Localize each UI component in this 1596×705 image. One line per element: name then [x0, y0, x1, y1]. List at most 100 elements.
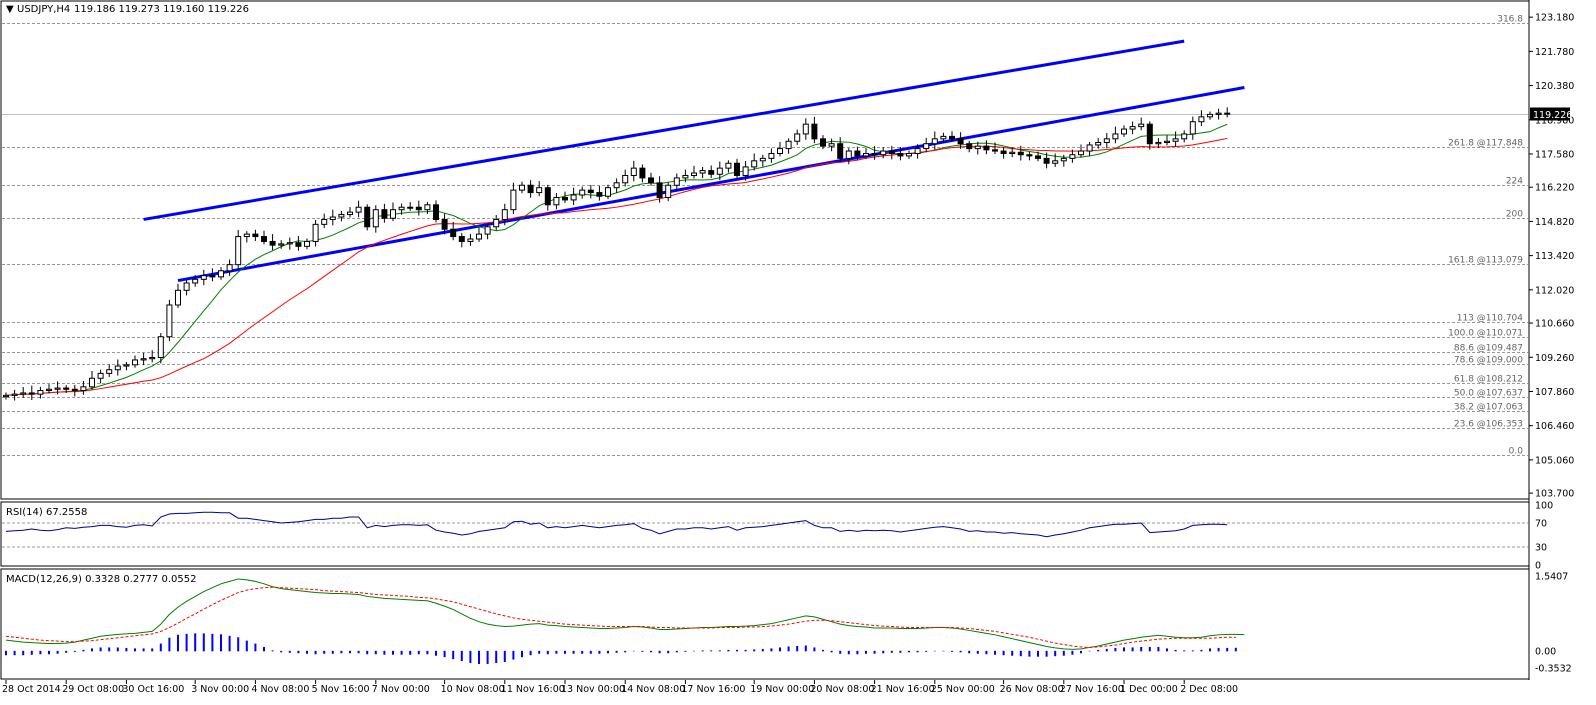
macd-label: MACD(12,26,9) 0.3328 0.2777 0.0552 [6, 574, 196, 585]
time-tick-label: 30 Oct 16:00 [122, 684, 184, 695]
candle-body [89, 377, 95, 388]
macd-tick-label: 0.00 [1535, 646, 1556, 657]
candle-body [974, 145, 981, 150]
candle-body [450, 228, 457, 238]
candle-body [596, 192, 603, 197]
candle-body [1000, 150, 1007, 154]
candle-body [458, 236, 465, 242]
price-tick-label: 110.660 [1535, 319, 1574, 330]
time-tick-label: 5 Nov 16:00 [312, 684, 370, 695]
macd-signal-line [5, 586, 1236, 648]
candle-body [80, 386, 87, 391]
candle-body [880, 150, 887, 156]
candle-body [785, 140, 792, 150]
chart-symbol-label: USDJPY,H4 [17, 4, 70, 15]
candle-body [1164, 140, 1170, 143]
fib-level-label: 0.0 [1509, 447, 1524, 457]
time-tick-label: 27 Nov 16:00 [1060, 684, 1124, 695]
channel-lines[interactable] [143, 39, 1245, 283]
macd-lines [5, 578, 1245, 650]
chart-menu-arrow-icon[interactable]: ▼ [6, 4, 14, 15]
candle-body [424, 204, 431, 211]
price-tick-label: 123.180 [1535, 13, 1574, 24]
fib-level-label: 224 [1506, 177, 1523, 187]
candle-body [914, 148, 921, 154]
fib-level-label: 161.8 @113.079 [1448, 256, 1523, 266]
candle-body [562, 196, 568, 201]
candle-body [992, 149, 998, 152]
candle-body [630, 167, 637, 176]
candle-body [501, 209, 508, 220]
price-tick-label: 103.700 [1535, 489, 1574, 500]
candle-body [1215, 112, 1222, 115]
time-tick-label: 1 Dec 00:00 [1120, 684, 1178, 695]
candle-body [123, 364, 130, 367]
fib-level-label: 88.6 @109.487 [1454, 344, 1523, 354]
candle-body [97, 372, 104, 379]
candle-body [226, 264, 233, 272]
candle-body [3, 394, 9, 398]
time-tick-label: 13 Nov 00:00 [561, 684, 625, 695]
candle-body [278, 243, 285, 246]
candle-body [725, 162, 732, 169]
fib-levels: 316.8 261.8 @117.848 224 200 161.8 @113.079 1… [2, 15, 1528, 457]
candle-body [140, 358, 147, 361]
candle-body [1078, 150, 1084, 156]
candle-body [1146, 123, 1153, 145]
candle-body [166, 304, 173, 338]
fib-level-label: 23.6 @106.353 [1454, 420, 1523, 430]
candle-body [802, 123, 809, 135]
candle-body [235, 236, 242, 266]
macd-main-line [5, 578, 1245, 650]
channel-line-upper[interactable] [143, 39, 1185, 221]
candle-body [871, 152, 878, 156]
candle-body [527, 184, 534, 194]
candle-body [605, 187, 611, 197]
candle-body [544, 187, 551, 206]
time-tick-label: 28 Oct 2014 [2, 684, 61, 695]
candle-body [149, 357, 156, 360]
macd-tick-label: -0.3532 [1535, 664, 1572, 675]
candle-body [209, 275, 216, 278]
time-tick-label: 7 Nov 00:00 [372, 684, 430, 695]
time-tick-label: 17 Nov 16:00 [681, 684, 745, 695]
candle-body [536, 187, 543, 194]
candle-body [553, 196, 560, 206]
candle-body [1138, 123, 1145, 128]
candlesticks [3, 107, 1231, 401]
candle-body [476, 233, 482, 240]
candle-body [794, 133, 801, 142]
rsi-label: RSI(14) 67.2558 [6, 507, 87, 518]
candle-body [269, 240, 276, 246]
candle-body [1224, 112, 1231, 115]
rsi-tick-label: 30 [1535, 543, 1547, 554]
candle-body [622, 174, 629, 184]
candle-body [1181, 133, 1188, 140]
candle-body [37, 389, 44, 395]
candle-body [381, 209, 388, 219]
candle-body [983, 145, 990, 151]
candle-body [716, 167, 723, 175]
channel-line-middle[interactable] [177, 86, 1245, 283]
candle-body [570, 194, 577, 201]
candle-body [682, 174, 689, 179]
candle-body [587, 189, 594, 194]
candle-body [441, 218, 448, 230]
candle-body [192, 278, 199, 284]
candle-body [931, 138, 938, 145]
candle-body [1026, 154, 1033, 157]
time-tick-label: 2 Dec 08:00 [1180, 684, 1238, 695]
candle-body [673, 177, 680, 186]
candle-body [46, 388, 52, 391]
candle-body [312, 223, 319, 242]
time-tick-label: 14 Nov 08:00 [621, 684, 685, 695]
candle-body [1017, 151, 1024, 156]
time-tick-label: 25 Nov 00:00 [931, 684, 995, 695]
candle-body [493, 218, 500, 228]
time-tick-label: 20 Nov 08:00 [810, 684, 874, 695]
candle-body [295, 242, 302, 247]
candle-body [820, 138, 826, 147]
candle-body [364, 206, 371, 228]
macd-tick-label: 1.5407 [1535, 572, 1568, 583]
